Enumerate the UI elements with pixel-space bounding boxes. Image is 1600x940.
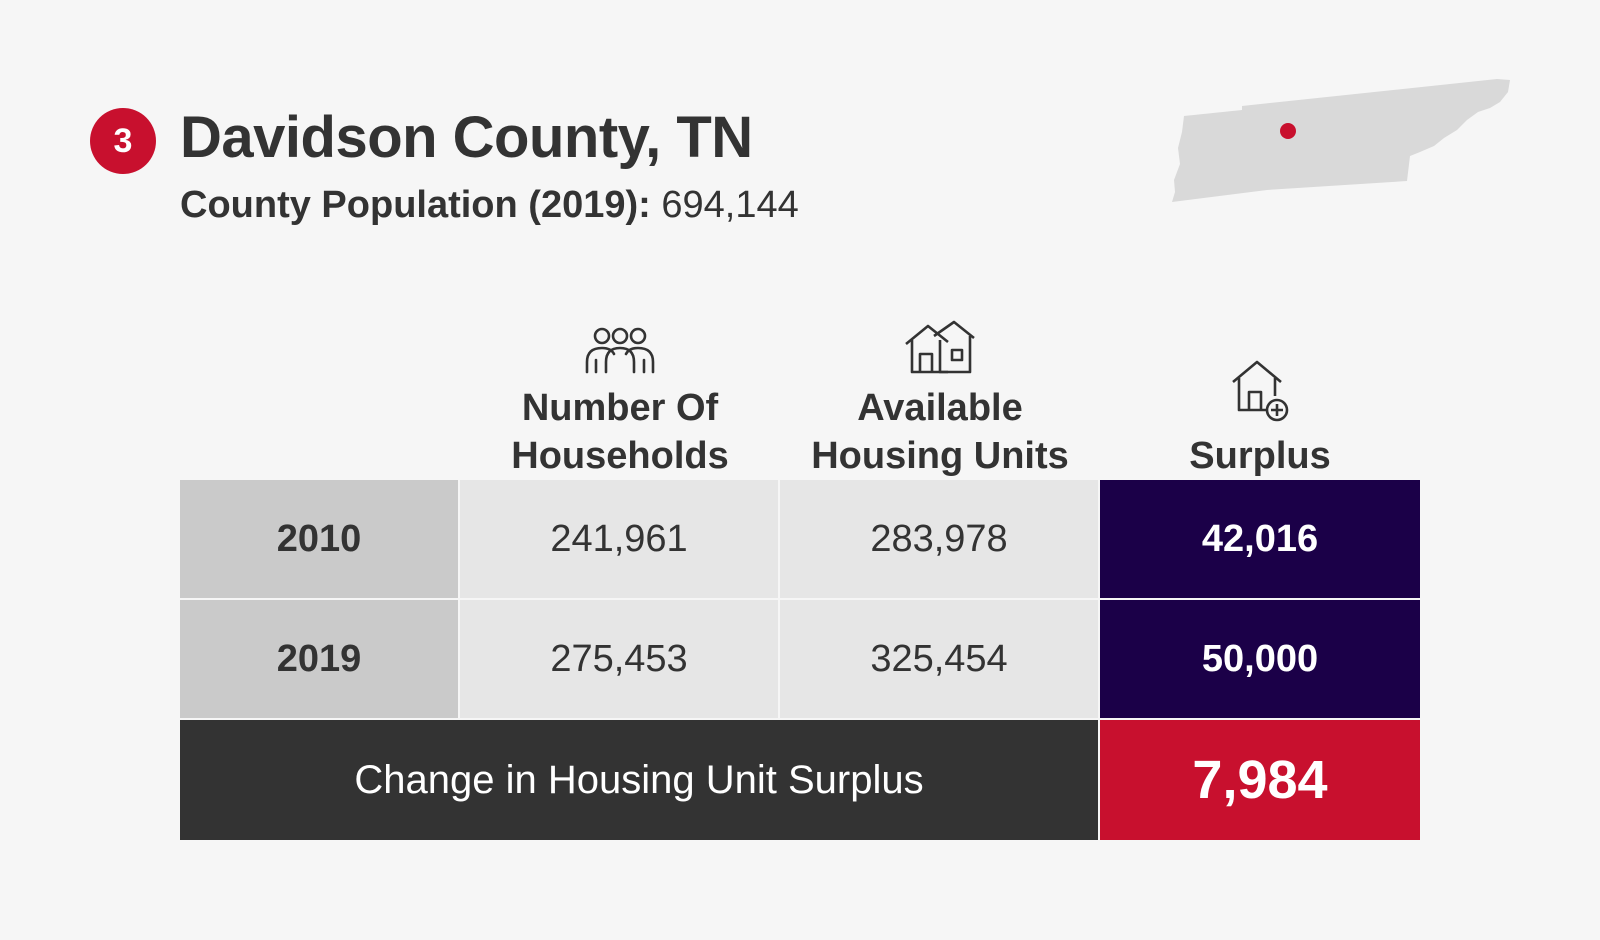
houses-icon bbox=[905, 320, 975, 374]
rank-badge: 3 bbox=[90, 108, 156, 174]
tennessee-map-icon bbox=[1172, 79, 1510, 202]
people-icon bbox=[585, 327, 655, 374]
households-value: 241,961 bbox=[460, 480, 778, 598]
page-title: Davidson County, TN bbox=[180, 105, 753, 170]
change-row: Change in Housing Unit Surplus 7,984 bbox=[180, 720, 1420, 840]
households-value: 275,453 bbox=[460, 600, 778, 718]
table-header: Number Of Households Available Housing U… bbox=[180, 290, 1420, 480]
row-year: 2019 bbox=[180, 600, 458, 718]
location-marker bbox=[1280, 123, 1296, 139]
column-label-units: Available Housing Units bbox=[811, 387, 1069, 477]
column-header-surplus: Surplus bbox=[1100, 290, 1420, 480]
table-body: 2010 241,961 283,978 42,016 2019 275,453… bbox=[180, 480, 1420, 840]
units-value: 283,978 bbox=[780, 480, 1098, 598]
population-line: County Population (2019): 694,144 bbox=[180, 184, 799, 227]
surplus-value: 50,000 bbox=[1100, 600, 1420, 718]
change-label: Change in Housing Unit Surplus bbox=[180, 720, 1098, 840]
column-header-households: Number Of Households bbox=[460, 290, 780, 480]
housing-table: Number Of Households Available Housing U… bbox=[180, 290, 1420, 840]
population-value: 694,144 bbox=[661, 184, 799, 226]
house-plus-icon bbox=[1232, 360, 1289, 422]
surplus-value: 42,016 bbox=[1100, 480, 1420, 598]
rank-number: 3 bbox=[113, 121, 133, 160]
row-year: 2010 bbox=[180, 480, 458, 598]
population-label: County Population (2019): bbox=[180, 184, 651, 226]
table-row: 2010 241,961 283,978 42,016 bbox=[180, 480, 1420, 600]
table-row: 2019 275,453 325,454 50,000 bbox=[180, 600, 1420, 720]
units-value: 325,454 bbox=[780, 600, 1098, 718]
change-value: 7,984 bbox=[1100, 720, 1420, 840]
tennessee-shape bbox=[1172, 79, 1510, 202]
column-label-surplus: Surplus bbox=[1189, 435, 1331, 477]
column-header-units: Available Housing Units bbox=[780, 290, 1100, 480]
column-label-households: Number Of Households bbox=[511, 387, 729, 477]
